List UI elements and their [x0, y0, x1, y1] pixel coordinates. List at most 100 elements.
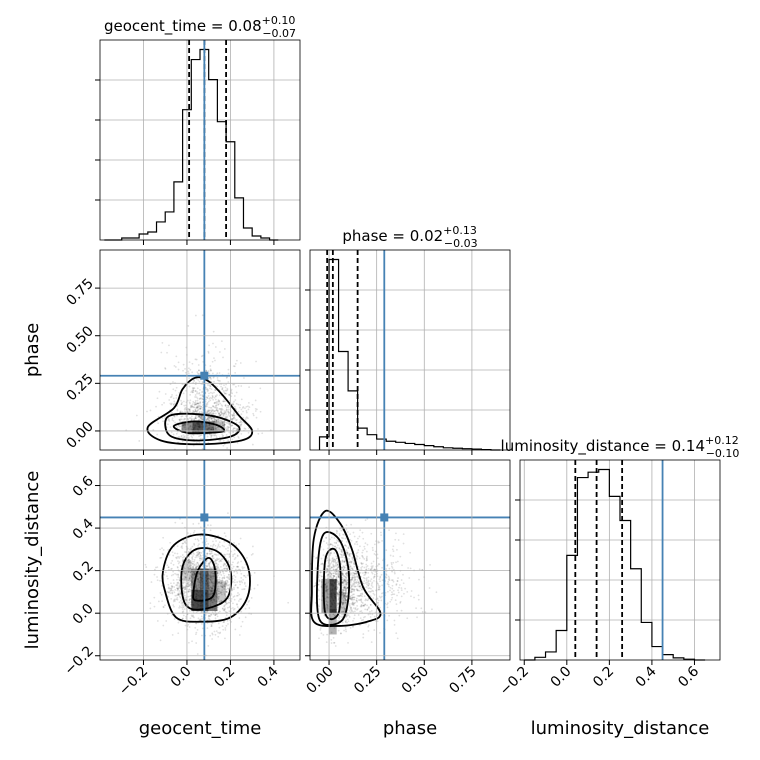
sample-point — [378, 588, 381, 591]
sample-point — [182, 570, 185, 573]
sample-point — [198, 551, 201, 554]
sample-point — [206, 397, 209, 400]
sample-point — [342, 593, 345, 596]
sample-point — [331, 558, 334, 560]
sample-point — [217, 544, 220, 547]
sample-point — [216, 571, 219, 574]
sample-point — [200, 551, 203, 554]
sample-point — [220, 579, 223, 582]
sample-point — [380, 592, 383, 595]
sample-point — [200, 615, 203, 618]
sample-point — [231, 587, 234, 590]
sample-point — [240, 398, 243, 401]
sample-point — [367, 613, 370, 616]
sample-point — [192, 566, 195, 569]
sample-point — [402, 533, 405, 536]
sample-point — [217, 596, 220, 598]
sample-point — [365, 578, 368, 581]
sample-point — [234, 399, 237, 401]
sample-point — [176, 578, 178, 581]
sample-point — [188, 560, 191, 563]
sample-point — [207, 617, 210, 620]
sample-point — [193, 402, 196, 404]
sample-point — [199, 557, 202, 559]
sample-point — [196, 392, 198, 395]
sample-point — [322, 548, 325, 551]
sample-point — [218, 588, 220, 590]
sample-point — [234, 372, 237, 374]
sample-point — [182, 558, 185, 561]
sample-point — [194, 417, 197, 419]
sample-point — [374, 570, 377, 573]
sample-point — [217, 579, 220, 581]
sample-point — [187, 585, 190, 588]
sample-point — [349, 555, 351, 557]
sample-point — [173, 400, 176, 403]
sample-point — [344, 587, 347, 590]
sample-point — [159, 557, 162, 559]
sample-point — [348, 603, 351, 605]
sample-point — [214, 421, 216, 424]
sample-point — [188, 562, 190, 564]
sample-point — [184, 423, 187, 426]
sample-point — [416, 616, 418, 619]
sample-point — [234, 628, 237, 631]
sample-point — [233, 586, 235, 589]
sample-point — [224, 583, 226, 585]
sample-point — [197, 554, 199, 557]
sample-point — [214, 434, 216, 437]
sample-point — [183, 404, 186, 407]
sample-point — [167, 591, 170, 594]
sample-point — [345, 576, 348, 579]
sample-point — [209, 376, 211, 379]
sample-point — [240, 610, 243, 613]
sample-point — [398, 584, 401, 586]
sample-point — [189, 574, 192, 577]
sample-point — [223, 621, 225, 624]
sample-point — [214, 537, 217, 540]
sample-point — [208, 384, 211, 387]
sample-point — [210, 409, 213, 412]
sample-point — [218, 413, 221, 416]
sample-point — [212, 584, 215, 587]
sample-point — [210, 581, 213, 584]
sample-point — [221, 435, 224, 438]
sample-point — [214, 562, 217, 565]
sample-point — [218, 581, 220, 584]
sample-point — [391, 584, 394, 587]
sample-point — [332, 568, 335, 571]
sample-point — [183, 572, 186, 574]
sample-point — [216, 558, 219, 561]
sample-point — [194, 390, 197, 393]
sample-point — [227, 404, 230, 407]
sample-point — [348, 597, 351, 600]
sample-point — [197, 553, 199, 556]
sample-point — [228, 583, 231, 586]
sample-point — [219, 590, 222, 593]
y-tick-label: 0.2 — [70, 558, 97, 585]
sample-point — [222, 400, 225, 403]
sample-point — [209, 369, 212, 372]
sample-point — [342, 586, 345, 589]
sample-point — [215, 419, 218, 421]
sample-point — [341, 593, 344, 596]
sample-point — [164, 367, 167, 369]
panel-frame — [99, 459, 301, 661]
x-tick-label: 0.0 — [548, 664, 575, 691]
sample-point — [226, 580, 229, 583]
sample-point — [181, 383, 184, 386]
sample-point — [179, 420, 182, 423]
sample-point — [161, 417, 164, 419]
sample-point — [377, 541, 380, 544]
sample-point — [209, 391, 212, 394]
sample-point — [346, 595, 348, 598]
sample-point — [187, 590, 190, 593]
sample-point — [338, 590, 341, 593]
sample-point — [334, 545, 337, 548]
sample-point — [343, 586, 346, 589]
sample-point — [176, 589, 179, 592]
sample-point — [194, 410, 197, 413]
sample-point — [180, 606, 182, 609]
sample-point — [367, 576, 370, 579]
sample-point — [221, 607, 224, 610]
